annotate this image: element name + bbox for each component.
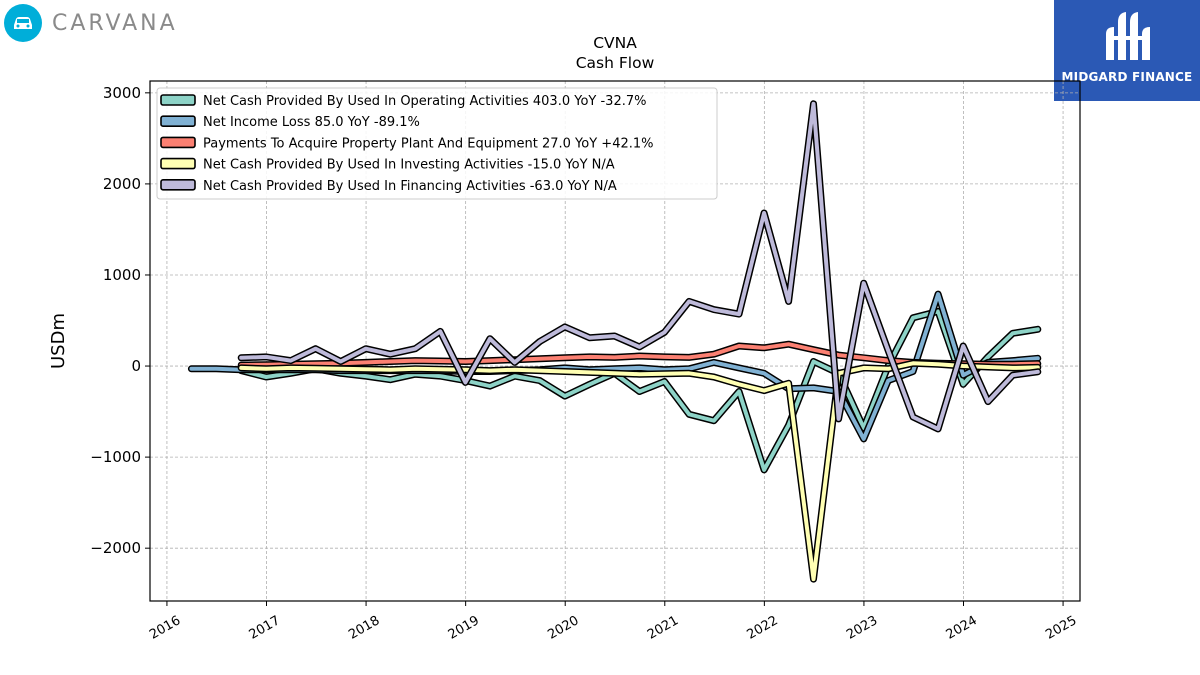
partner-logo: MIDGARD FINANCE bbox=[1054, 0, 1200, 101]
y-tick-label: −1000 bbox=[90, 448, 141, 466]
legend-label: Net Cash Provided By Used In Financing A… bbox=[203, 179, 617, 194]
legend-swatch bbox=[160, 94, 196, 106]
legend-swatch bbox=[160, 115, 196, 127]
y-tick-label: −2000 bbox=[90, 539, 141, 557]
legend-box bbox=[156, 87, 718, 200]
x-tick-label: 2021 bbox=[645, 613, 681, 643]
legend-label: Net Income Loss 85.0 YoY -89.1% bbox=[203, 115, 420, 130]
brand-logo: CARVANA bbox=[4, 4, 178, 42]
x-tick-label: 2023 bbox=[844, 613, 880, 643]
y-axis-label: USDm bbox=[48, 313, 69, 369]
legend: Net Cash Provided By Used In Operating A… bbox=[156, 87, 718, 200]
partner-name: MIDGARD FINANCE bbox=[1061, 70, 1193, 84]
x-tick-label: 2018 bbox=[346, 613, 382, 643]
legend-swatch bbox=[160, 179, 196, 191]
x-tick-label: 2019 bbox=[446, 613, 482, 643]
series-line bbox=[239, 309, 1040, 472]
x-tick-label: 2020 bbox=[545, 613, 581, 643]
y-tick-label: 0 bbox=[131, 357, 141, 375]
y-tick-label: 2000 bbox=[103, 175, 141, 193]
x-tick-label: 2022 bbox=[745, 613, 781, 643]
chart-subtitle: Cash Flow bbox=[576, 54, 655, 72]
legend-swatch bbox=[160, 157, 196, 170]
series-outline bbox=[237, 359, 1042, 583]
y-tick-label: 3000 bbox=[103, 84, 141, 102]
x-tick-label: 2016 bbox=[147, 613, 183, 643]
y-tick-label: 1000 bbox=[103, 266, 141, 284]
series-line bbox=[239, 361, 1040, 582]
chart-title: CVNA bbox=[593, 34, 637, 52]
legend-label: Payments To Acquire Property Plant And E… bbox=[203, 136, 654, 151]
x-tick-label: 2024 bbox=[944, 613, 980, 643]
x-tick-label: 2017 bbox=[247, 613, 283, 643]
brand-name: CARVANA bbox=[52, 10, 178, 36]
legend-label: Net Cash Provided By Used In Investing A… bbox=[203, 158, 615, 173]
series-line bbox=[239, 101, 1040, 431]
x-tick-label: 2025 bbox=[1043, 613, 1079, 643]
plot-frame bbox=[149, 80, 1081, 602]
series-lines bbox=[187, 100, 1042, 583]
legend-swatch bbox=[160, 136, 196, 149]
legend-label: Net Cash Provided By Used In Operating A… bbox=[203, 94, 646, 109]
car-icon bbox=[4, 4, 42, 42]
midgard-emblem-icon bbox=[1106, 12, 1150, 60]
